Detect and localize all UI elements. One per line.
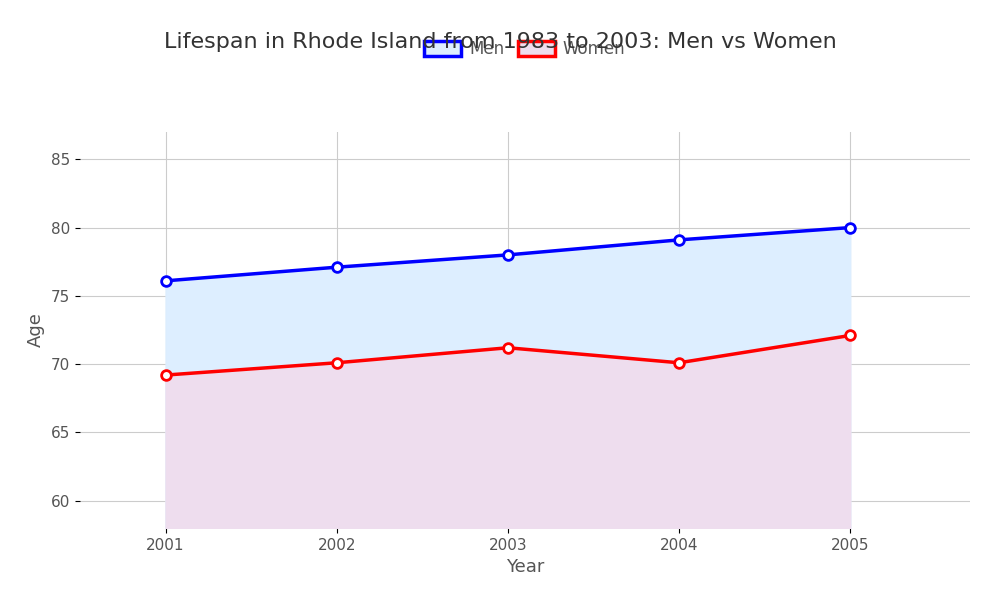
Legend: Men, Women: Men, Women [418, 34, 632, 65]
Y-axis label: Age: Age [27, 313, 45, 347]
X-axis label: Year: Year [506, 558, 544, 576]
Text: Lifespan in Rhode Island from 1983 to 2003: Men vs Women: Lifespan in Rhode Island from 1983 to 20… [164, 32, 836, 52]
